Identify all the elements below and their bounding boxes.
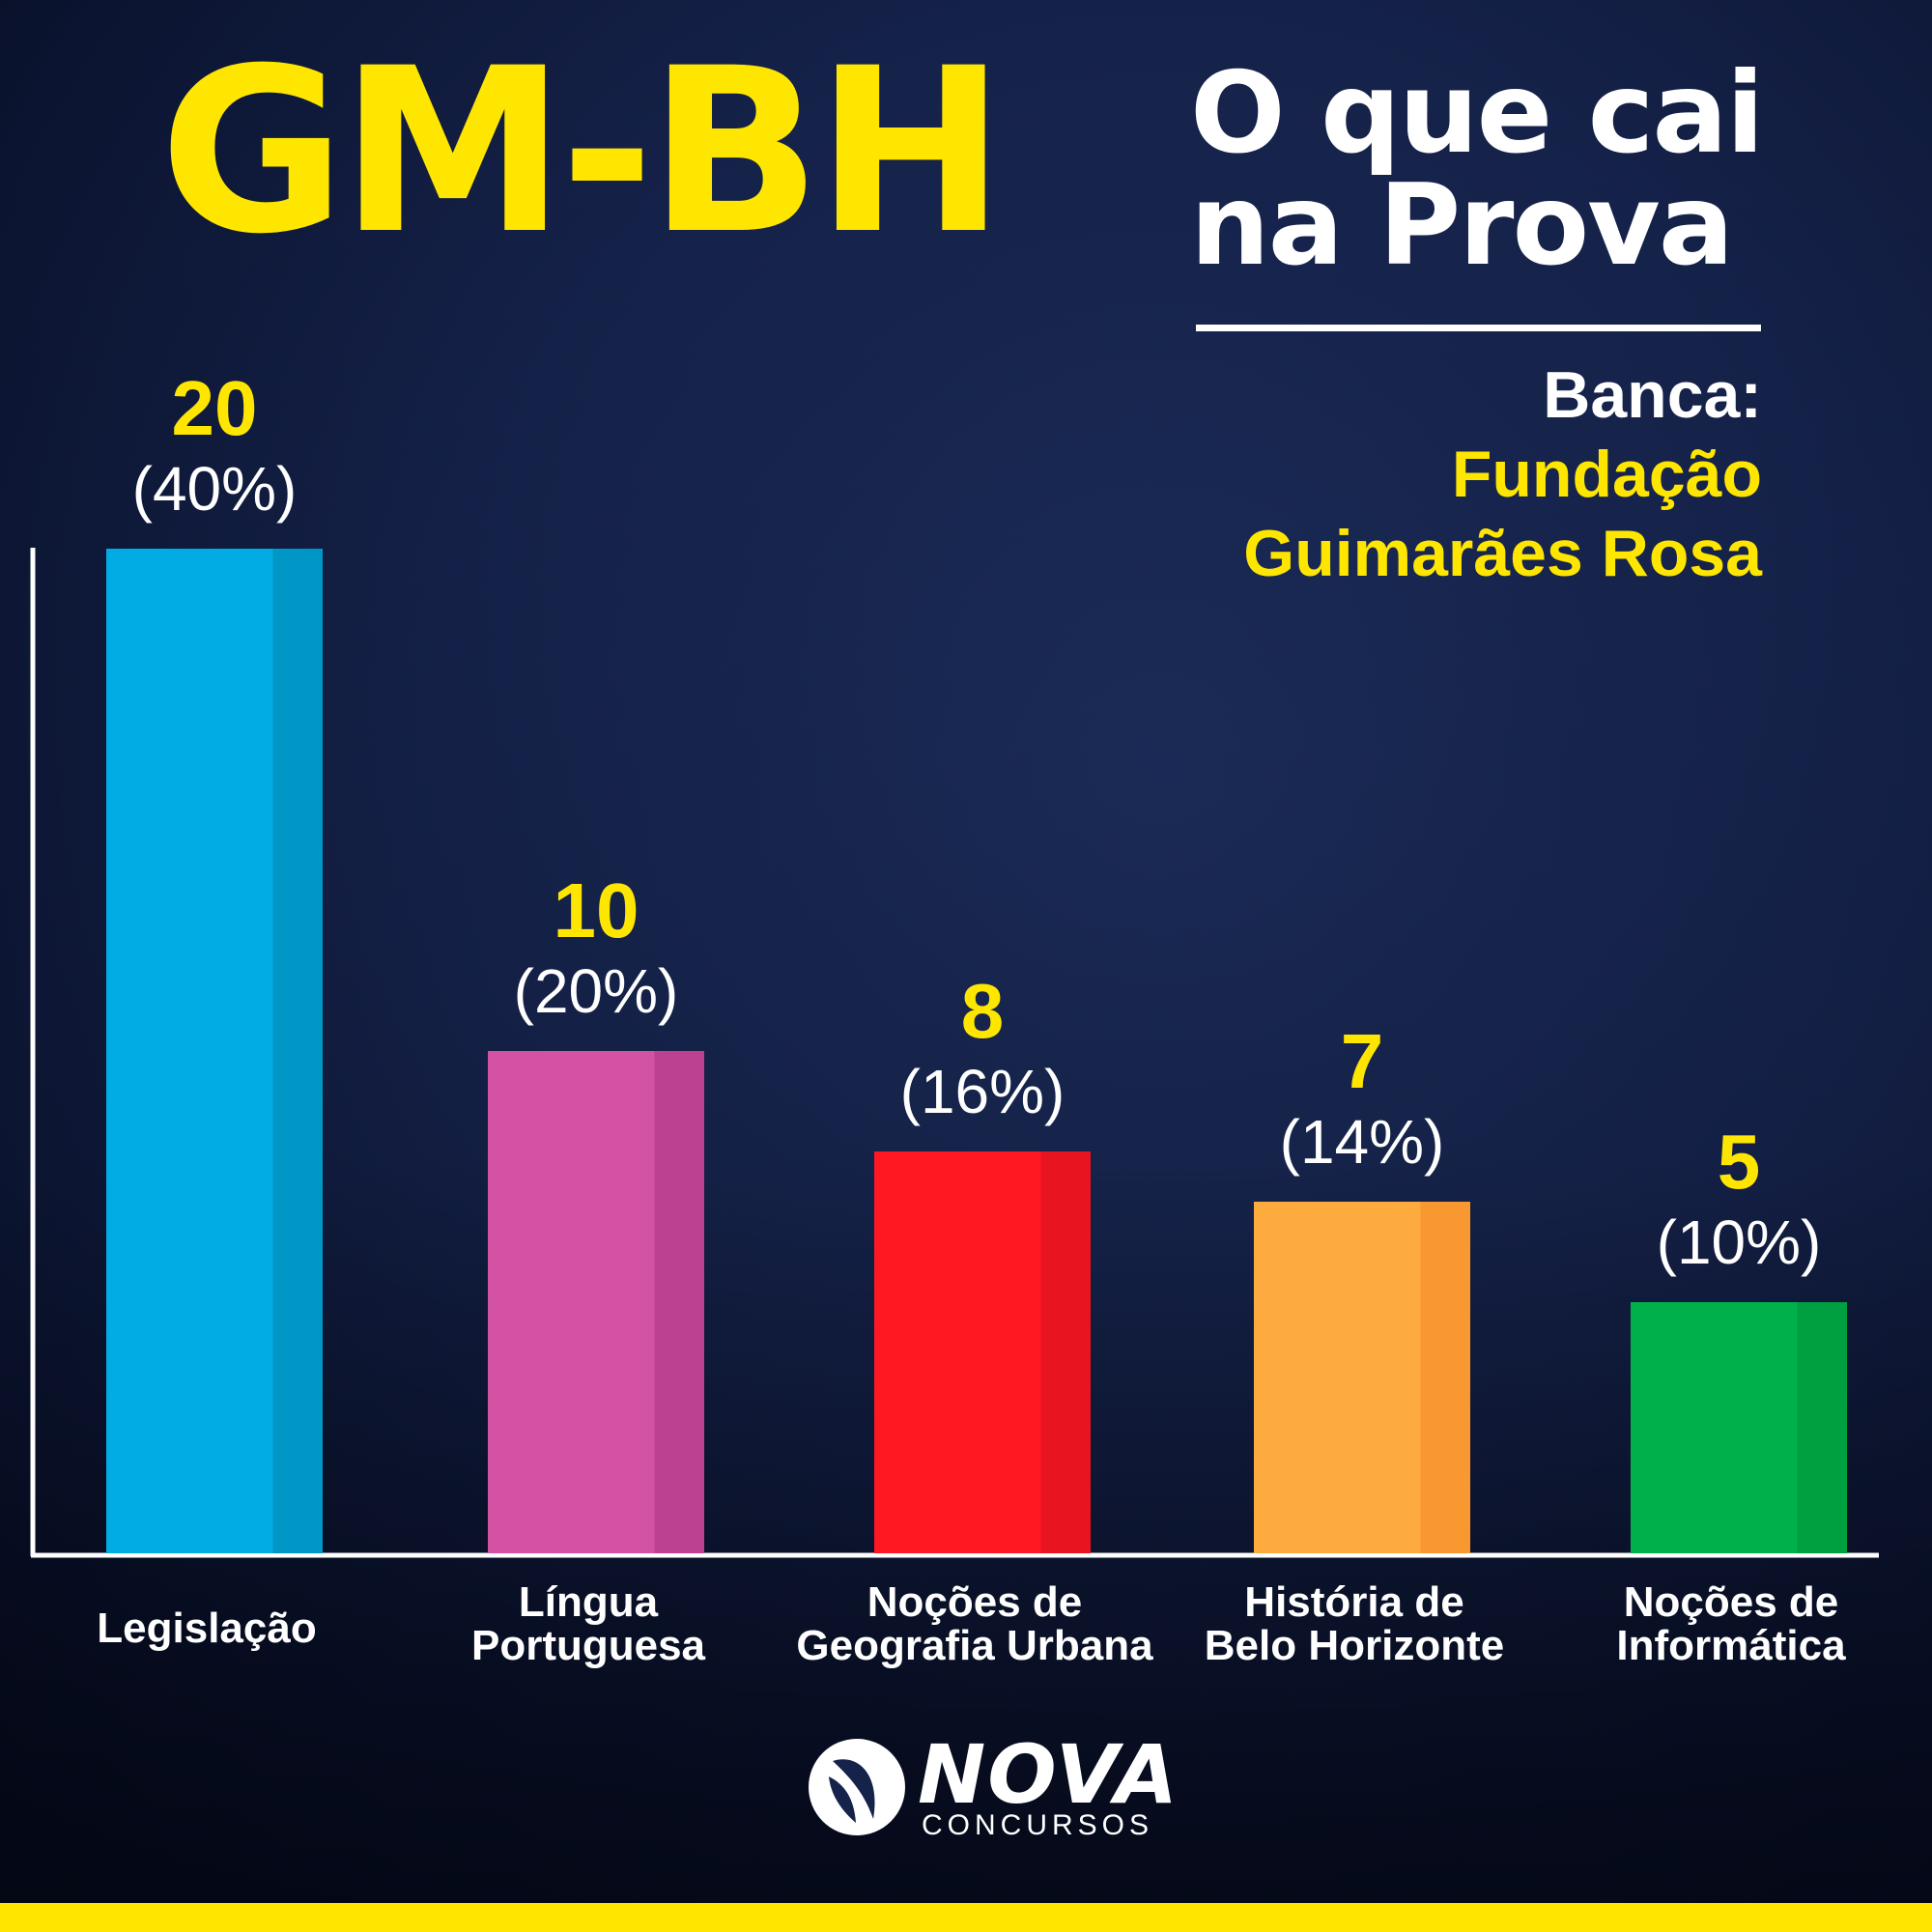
- category-label-0-0: Legislação: [97, 1605, 316, 1652]
- bar-shade-3: [1420, 1202, 1470, 1553]
- category-label-1-0: Língua: [519, 1578, 659, 1626]
- brand-logo: NOVA CONCURSOS: [804, 1734, 1178, 1840]
- bar-shade-1: [654, 1051, 704, 1553]
- bar-shade-2: [1040, 1151, 1091, 1553]
- page-title: GM-BH: [159, 20, 1006, 284]
- banca-org-line-2: Guimarães Rosa: [1243, 517, 1762, 590]
- bar-value-label-1: 10: [554, 867, 639, 953]
- subtitle-line-1: O que cai: [1190, 48, 1764, 179]
- bar-shade-0: [272, 549, 323, 1553]
- bar-percent-label-3: (14%): [1280, 1107, 1445, 1177]
- banca-label: Banca:: [1543, 358, 1762, 432]
- category-label-2-0: Noções de: [867, 1578, 1083, 1626]
- title-divider: [1196, 325, 1761, 331]
- bar-value-label-0: 20: [172, 365, 258, 451]
- bar-value-label-2: 8: [961, 968, 1005, 1054]
- category-label-4-0: Noções de: [1624, 1578, 1839, 1626]
- bar-percent-label-4: (10%): [1657, 1208, 1822, 1277]
- category-label-4-1: Informática: [1616, 1622, 1846, 1669]
- category-label-3-1: Belo Horizonte: [1205, 1622, 1504, 1669]
- bar-value-label-3: 7: [1341, 1018, 1384, 1104]
- subtitle-line-2: na Prova: [1190, 160, 1734, 291]
- banca-org-line-1: Fundação: [1451, 438, 1762, 511]
- brand-tagline: CONCURSOS: [922, 1809, 1154, 1841]
- category-label-3-0: História de: [1244, 1578, 1463, 1626]
- category-label-2-1: Geografia Urbana: [796, 1622, 1153, 1669]
- bar-percent-label-2: (16%): [900, 1057, 1065, 1126]
- banca-block: Banca: Fundação Guimarães Rosa: [1243, 355, 1762, 593]
- page-subtitle: O que cai na Prova: [1190, 58, 1808, 282]
- bar-percent-label-1: (20%): [514, 956, 679, 1026]
- brand-name: NOVA: [918, 1727, 1180, 1822]
- category-label-1-1: Portuguesa: [471, 1622, 706, 1669]
- bar-chart: 20(40%) Legislação 10(20%) LínguaPortuguesa…: [97, 365, 1847, 1669]
- bar-percent-label-0: (40%): [132, 454, 298, 524]
- nova-logo-icon: [809, 1739, 905, 1835]
- footer-bar: [0, 1903, 1932, 1932]
- bar-value-label-4: 5: [1718, 1119, 1761, 1205]
- bar-shade-4: [1797, 1302, 1847, 1553]
